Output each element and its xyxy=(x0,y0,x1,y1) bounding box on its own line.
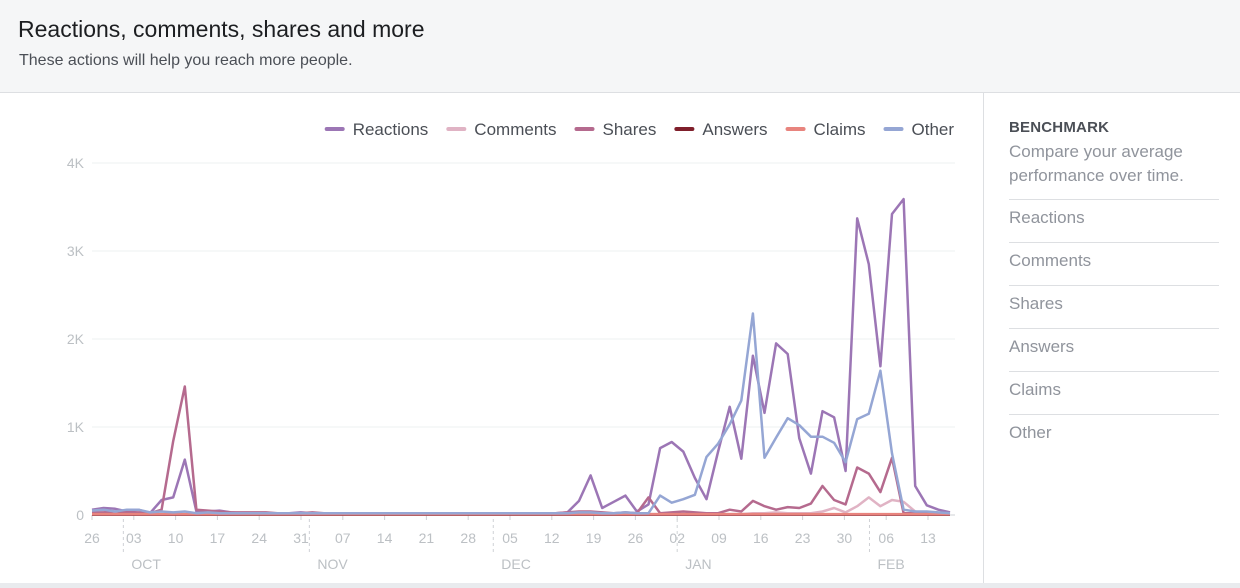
x-tick-label: 23 xyxy=(795,530,811,546)
legend: Reactions Comments Shares Answers Claims Othe… xyxy=(324,120,955,139)
legend-entry-shares[interactable]: Shares xyxy=(602,120,656,139)
x-tick-label: 26 xyxy=(84,530,100,546)
x-tick-label: 26 xyxy=(628,530,644,546)
x-tick-label: 07 xyxy=(335,530,351,546)
legend-entry-answers[interactable]: Answers xyxy=(702,120,767,139)
x-tick-label: 13 xyxy=(920,530,936,546)
benchmark-panel: BENCHMARK Compare your average performan… xyxy=(983,93,1240,583)
benchmark-title: BENCHMARK xyxy=(1009,119,1110,136)
x-tick-label: 30 xyxy=(837,530,853,546)
benchmark-item-other[interactable]: Other xyxy=(1009,414,1219,457)
month-label: NOV xyxy=(317,556,348,572)
month-label: OCT xyxy=(131,556,161,572)
chart-area: 0 1K 2K 3K 4K 26 03 10 17 24 31 07 14 21 28 05 12 19 26 02 0… xyxy=(0,93,983,583)
x-tick-label: 31 xyxy=(293,530,309,546)
x-tick-label: 09 xyxy=(711,530,727,546)
y-tick-label: 0 xyxy=(76,507,84,523)
x-tick-label: 05 xyxy=(502,530,518,546)
x-tick-label: 19 xyxy=(586,530,602,546)
section-title: Reactions, comments, shares and more xyxy=(18,16,425,42)
legend-entry-claims[interactable]: Claims xyxy=(814,120,866,139)
section-header: Reactions, comments, shares and more The… xyxy=(0,0,1240,93)
month-label: JAN xyxy=(685,556,711,572)
month-label: DEC xyxy=(501,556,531,572)
x-tick-label: 16 xyxy=(753,530,769,546)
x-tick-label: 12 xyxy=(544,530,560,546)
section-subtitle: These actions will help you reach more p… xyxy=(19,52,353,69)
x-tick-label: 03 xyxy=(126,530,142,546)
benchmark-item-shares[interactable]: Shares xyxy=(1009,285,1219,328)
y-tick-label: 3K xyxy=(67,243,85,259)
x-tick-label: 21 xyxy=(419,530,435,546)
x-tick-label: 06 xyxy=(878,530,894,546)
y-tick-label: 1K xyxy=(67,419,85,435)
legend-entry-comments[interactable]: Comments xyxy=(474,120,556,139)
x-tick-label: 10 xyxy=(168,530,184,546)
benchmark-item-reactions[interactable]: Reactions xyxy=(1009,199,1219,242)
series-line-shares xyxy=(92,385,951,516)
legend-entry-reactions[interactable]: Reactions xyxy=(353,120,429,139)
month-label: FEB xyxy=(877,556,904,572)
legend-entry-other[interactable]: Other xyxy=(912,120,955,139)
x-tick-label: 24 xyxy=(251,530,267,546)
x-tick-label: 28 xyxy=(460,530,476,546)
y-tick-label: 4K xyxy=(67,155,85,171)
series-line-other xyxy=(91,312,951,515)
benchmark-item-answers[interactable]: Answers xyxy=(1009,328,1219,371)
x-tick-label: 17 xyxy=(210,530,226,546)
benchmark-list: Reactions Comments Shares Answers Claims… xyxy=(1009,199,1219,457)
x-tick-label: 14 xyxy=(377,530,393,546)
bottom-divider xyxy=(0,583,1240,588)
benchmark-item-comments[interactable]: Comments xyxy=(1009,242,1219,285)
benchmark-description: Compare your average performance over ti… xyxy=(1009,142,1184,185)
series-line-reactions xyxy=(91,197,951,516)
y-tick-label: 2K xyxy=(67,331,85,347)
benchmark-item-claims[interactable]: Claims xyxy=(1009,371,1219,414)
